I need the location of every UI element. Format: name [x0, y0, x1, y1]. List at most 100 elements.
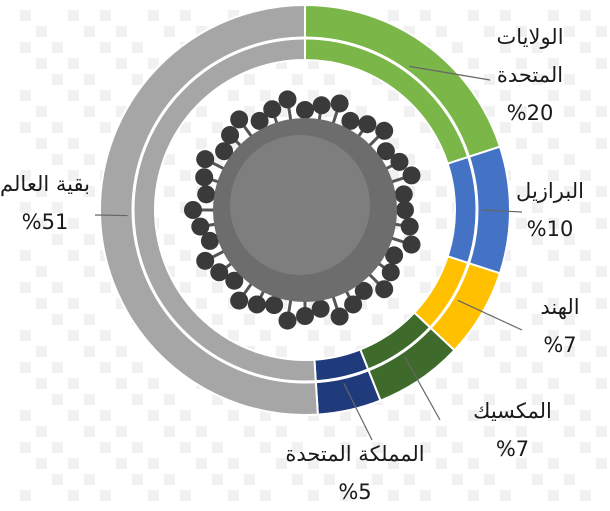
bg-square — [52, 282, 63, 293]
bg-square — [388, 298, 399, 309]
bg-square — [500, 282, 511, 293]
bg-square — [84, 474, 95, 485]
bg-square — [180, 170, 191, 181]
bg-square — [68, 298, 79, 309]
bg-square — [500, 362, 511, 373]
bg-square — [244, 74, 255, 85]
bg-square — [196, 298, 207, 309]
bg-square — [116, 426, 127, 437]
bg-square — [100, 442, 111, 453]
bg-square — [68, 378, 79, 389]
virus-spike-head — [331, 308, 349, 326]
bg-square — [420, 170, 431, 181]
bg-square — [84, 346, 95, 357]
virus-core — [230, 135, 370, 275]
bg-square — [36, 298, 47, 309]
bg-square — [596, 26, 607, 37]
bg-square — [388, 10, 399, 21]
bg-square — [244, 426, 255, 437]
bg-square — [52, 42, 63, 53]
bg-square — [116, 458, 127, 469]
virus-spike-head — [390, 153, 408, 171]
bg-square — [596, 266, 607, 277]
bg-square — [532, 154, 543, 165]
category-label: الولايات المتحدة — [470, 18, 590, 94]
bg-square — [596, 426, 607, 437]
bg-square — [84, 154, 95, 165]
virus-spike-head — [196, 252, 214, 270]
bg-square — [20, 362, 31, 373]
value-label: %7 — [520, 326, 600, 364]
virus-spike-head — [230, 292, 248, 310]
bg-square — [132, 42, 143, 53]
bg-square — [52, 154, 63, 165]
bg-square — [100, 410, 111, 421]
virus-spike-head — [265, 296, 283, 314]
bg-square — [52, 362, 63, 373]
virus-spike-head — [191, 218, 209, 236]
bg-square — [436, 26, 447, 37]
bg-square — [116, 378, 127, 389]
bg-square — [180, 250, 191, 261]
bg-square — [196, 138, 207, 149]
virus-spike-head — [184, 201, 202, 219]
virus-spike-head — [230, 110, 248, 128]
bg-square — [68, 138, 79, 149]
virus-spike-head — [296, 101, 314, 119]
bg-square — [260, 330, 271, 341]
bg-square — [452, 362, 463, 373]
bg-square — [84, 394, 95, 405]
bg-square — [68, 58, 79, 69]
bg-square — [84, 266, 95, 277]
bg-square — [20, 442, 31, 453]
bg-square — [596, 106, 607, 117]
value-label: %7 — [445, 430, 580, 468]
bg-square — [260, 90, 271, 101]
virus-spike-head — [401, 218, 419, 236]
bg-square — [52, 314, 63, 325]
bg-square — [324, 74, 335, 85]
bg-square — [148, 490, 159, 501]
virus-spike-head — [312, 300, 330, 318]
virus-spike-head — [331, 94, 349, 112]
slice-label: الهند%7 — [520, 288, 600, 364]
bg-square — [180, 410, 191, 421]
value-label: %20 — [470, 94, 590, 132]
bg-square — [36, 26, 47, 37]
virus-spike-head — [278, 90, 296, 108]
bg-square — [100, 330, 111, 341]
bg-square — [36, 458, 47, 469]
bg-square — [164, 474, 175, 485]
bg-square — [20, 330, 31, 341]
bg-square — [404, 394, 415, 405]
bg-square — [36, 346, 47, 357]
bg-square — [372, 314, 383, 325]
bg-square — [100, 282, 111, 293]
bg-square — [100, 122, 111, 133]
bg-square — [516, 266, 527, 277]
bg-square — [116, 346, 127, 357]
bg-square — [212, 282, 223, 293]
bg-square — [36, 106, 47, 117]
bg-square — [68, 10, 79, 21]
bg-square — [180, 10, 191, 21]
bg-square — [244, 474, 255, 485]
bg-square — [388, 410, 399, 421]
bg-square — [436, 218, 447, 229]
bg-square — [180, 442, 191, 453]
bg-square — [68, 250, 79, 261]
bg-square — [580, 490, 591, 501]
virus-spike-head — [278, 312, 296, 330]
bg-square — [500, 330, 511, 341]
category-label: الهند — [520, 288, 600, 326]
bg-square — [596, 138, 607, 149]
bg-square — [596, 378, 607, 389]
virus-spike-head — [195, 168, 213, 186]
bg-square — [52, 474, 63, 485]
bg-square — [132, 74, 143, 85]
virus-spike-head — [375, 280, 393, 298]
bg-square — [420, 10, 431, 21]
bg-square — [292, 74, 303, 85]
bg-square — [340, 330, 351, 341]
value-label: %51 — [0, 203, 90, 241]
